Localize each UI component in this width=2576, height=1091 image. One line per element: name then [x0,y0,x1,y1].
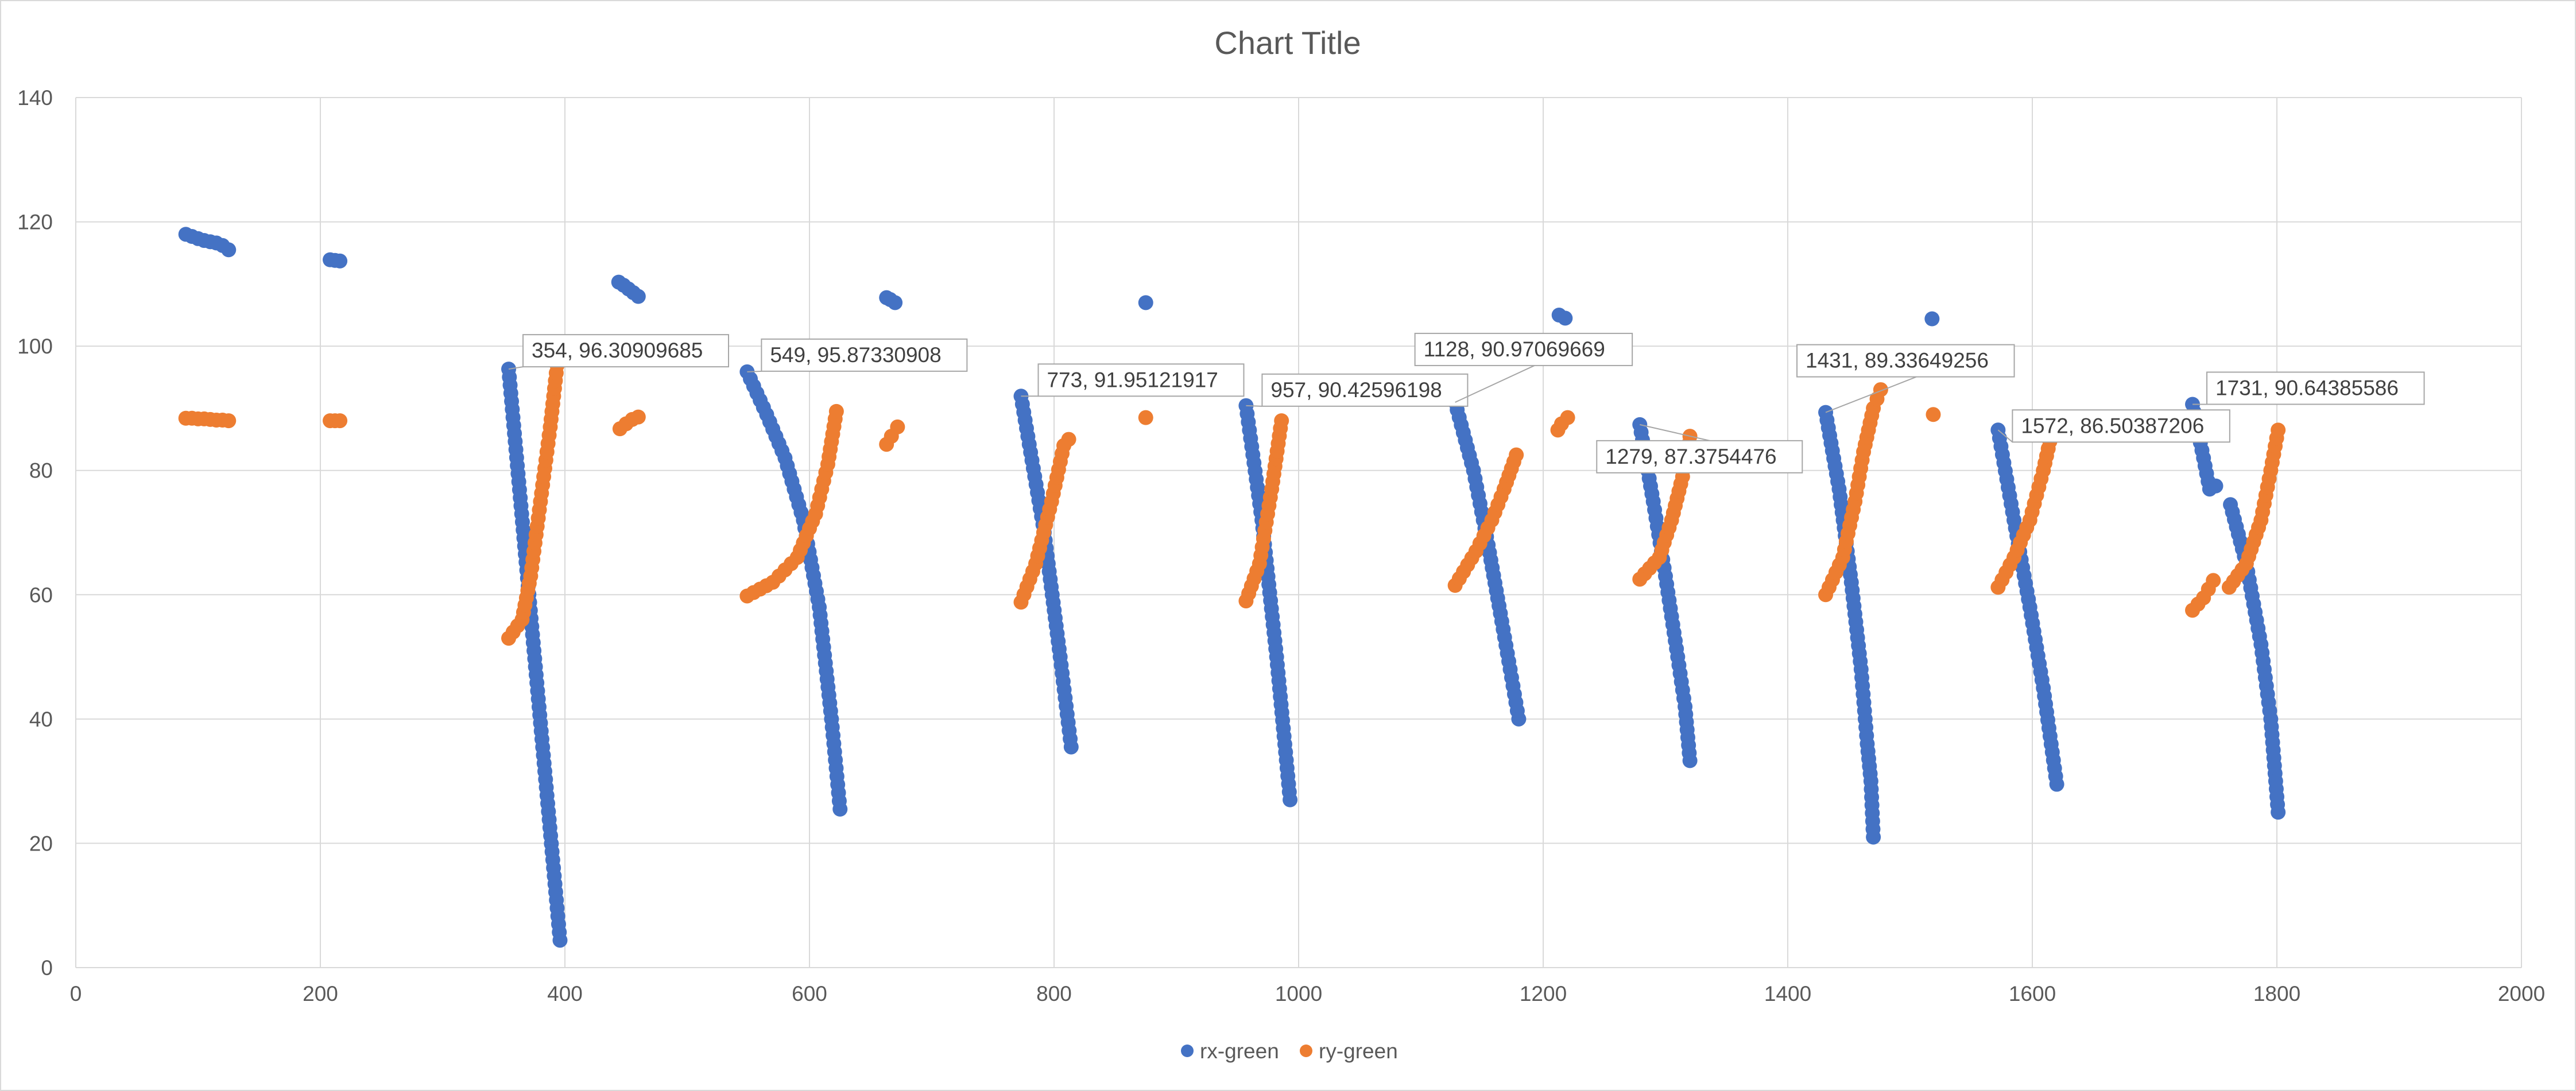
data-point [332,413,348,429]
legend-label: ry-green [1319,1039,1398,1063]
y-tick-label: 140 [17,86,53,110]
data-point [1509,447,1524,463]
x-tick-label: 1800 [2253,982,2300,1005]
x-tick-label: 1000 [1275,982,1322,1005]
gridlines [75,97,2522,968]
data-point [1682,753,1698,768]
data-label-callout: 354, 96.30909685 [508,334,730,370]
data-label-callout: 1279, 87.3754476 [1596,424,1803,473]
data-point [630,289,646,304]
data-label-text: 1431, 89.33649256 [1806,349,1989,372]
data-label-callout: 1731, 90.64385586 [2192,371,2425,405]
x-tick-label: 400 [547,982,583,1005]
y-tick-label: 40 [29,708,53,731]
callout-box [2012,409,2230,443]
data-point [2206,573,2221,588]
data-point [1924,311,1940,327]
y-tick-label: 100 [17,335,53,358]
data-point [1138,295,1153,310]
callout-leader-line [1997,429,2013,443]
data-point [1063,739,1079,755]
data-point [1560,410,1575,425]
data-point [2208,478,2224,494]
data-label-text: 773, 91.95121917 [1047,368,1218,391]
x-tick-label: 1200 [1520,982,1567,1005]
y-tick-label: 60 [29,583,53,607]
series-ry-green [178,342,2286,646]
data-point [2271,422,2286,438]
x-tick-label: 1400 [1764,982,1811,1005]
data-point [1138,410,1153,425]
x-tick-label: 2000 [2498,982,2545,1005]
y-tick-label: 20 [29,832,53,855]
legend-item-ry-green: ry-green [1300,1039,1398,1063]
data-label-text: 1128, 90.97069669 [1424,337,1605,361]
callout-box [1796,344,2015,378]
data-point [1926,407,1941,422]
x-tick-label: 600 [792,982,827,1005]
x-tick-label: 200 [303,982,338,1005]
x-tick-label: 800 [1036,982,1072,1005]
data-label-callout: 1431, 89.33649256 [1796,344,2015,413]
chart-title: Chart Title [1214,25,1361,61]
data-point [221,242,237,258]
callout-leader-line [1825,376,1917,413]
data-point [832,801,848,817]
callout-box [1037,363,1245,397]
data-point [552,933,568,948]
data-point [890,419,905,434]
callout-leader-line [1640,424,1710,441]
data-label-callout: 957, 90.42596198 [1246,373,1469,407]
data-point [1061,432,1076,447]
data-point [828,403,844,419]
legend-marker [1300,1045,1312,1057]
data-point [1558,310,1573,326]
data-point [2271,805,2286,820]
data-series [178,227,2286,948]
data-point [888,295,903,310]
callout-box [1414,332,1633,366]
data-label-callout: 1128, 90.97069669 [1414,332,1633,403]
legend: rx-green ry-green [1181,1039,1398,1063]
callout-leader-line [1455,365,1535,403]
data-label-callout: 773, 91.95121917 [1021,363,1245,397]
data-point [332,253,348,269]
data-label-callout: 549, 95.87330908 [747,338,968,372]
callout-box [2206,371,2425,405]
data-label-text: 1572, 86.50387206 [2021,414,2204,437]
legend-item-rx-green: rx-green [1181,1039,1279,1063]
data-label-text: 957, 90.42596198 [1270,378,1442,402]
x-tick-label: 0 [70,982,82,1005]
data-label-text: 1731, 90.64385586 [2215,376,2399,399]
data-point [1283,792,1298,807]
data-label-text: 354, 96.30909685 [532,339,703,362]
data-point [2049,776,2064,792]
callout-box [522,334,730,368]
callout-leader-line [508,366,524,370]
y-tick-label: 0 [41,956,53,980]
callout-box [1596,440,1803,473]
x-tick-label: 1600 [2009,982,2056,1005]
data-point [221,413,237,429]
y-tick-label: 120 [17,211,53,234]
callout-box [761,338,968,372]
data-point [1274,413,1289,429]
data-label-callout: 1572, 86.50387206 [1997,409,2230,443]
data-point [630,409,646,425]
callout-leader-line [747,370,762,372]
legend-label: rx-green [1200,1039,1279,1063]
data-label-callouts: 354, 96.30909685 549, 95.87330908 773, 91.… [508,332,2425,473]
data-point [1511,711,1527,727]
data-point [1866,829,1881,845]
legend-marker [1181,1045,1194,1057]
data-point [1873,382,1888,397]
axes: 0 200 400 600 800 1000 1200 1400 1600 1800 2000 0 20… [17,86,2545,1005]
y-tick-label: 80 [29,459,53,483]
data-label-text: 549, 95.87330908 [770,343,941,367]
data-label-text: 1279, 87.3754476 [1605,445,1776,468]
callout-box [1261,373,1469,407]
